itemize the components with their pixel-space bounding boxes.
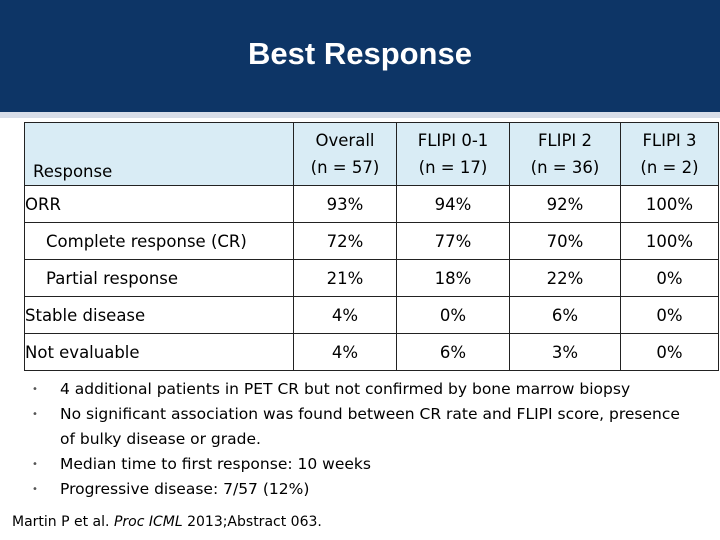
table-row: Not evaluable 4% 6% 3% 0% (24, 333, 719, 371)
header-flipi-0-1-line1: FLIPI 0-1 (417, 131, 489, 150)
table-cell: 0% (620, 333, 719, 371)
table-row: ORR 93% 94% 92% 100% (24, 185, 719, 223)
row-label-complete-response: Complete response (CR) (24, 222, 294, 260)
note-text: Median time to first response: 10 weeks (60, 455, 371, 473)
citation-journal: Proc ICML (113, 514, 183, 530)
table-cell: 6% (396, 333, 510, 371)
table-row: Complete response (CR) 72% 77% 70% 100% (24, 222, 719, 260)
note-text: 4 additional patients in PET CR but not … (60, 380, 631, 398)
header-flipi-3-line2: (n = 2) (640, 158, 699, 177)
row-label-not-evaluable: Not evaluable (24, 333, 294, 371)
header-cell-flipi-2: FLIPI 2 (n = 36) (509, 122, 621, 186)
header-flipi-0-1-line2: (n = 17) (418, 158, 488, 177)
list-item: • Median time to first response: 10 weeks (32, 452, 692, 477)
note-text: No significant association was found bet… (60, 405, 680, 448)
table-cell: 0% (396, 296, 510, 334)
title-banner: Best Response (0, 0, 720, 112)
note-text: Progressive disease: 7/57 (12%) (60, 480, 310, 498)
header-cell-response: Response (24, 122, 294, 186)
table-row: Partial response 21% 18% 22% 0% (24, 259, 719, 297)
bullet-icon: • (32, 484, 38, 495)
bullet-icon: • (32, 459, 38, 470)
table-cell: 0% (620, 296, 719, 334)
row-label-stable-disease: Stable disease (24, 296, 294, 334)
slide-title: Best Response (248, 36, 472, 71)
table-cell: 77% (396, 222, 510, 260)
list-item: • No significant association was found be… (32, 402, 692, 452)
table-cell: 100% (620, 222, 719, 260)
citation-authors: Martin P et al. (12, 514, 114, 530)
response-header-label: Response (33, 162, 113, 181)
table-row: Stable disease 4% 0% 6% 0% (24, 296, 719, 334)
list-item: • 4 additional patients in PET CR but not… (32, 377, 692, 402)
header-flipi-2-line2: (n = 36) (530, 158, 600, 177)
table-cell: 72% (293, 222, 397, 260)
notes-list: • 4 additional patients in PET CR but not… (32, 377, 692, 502)
table-cell: 4% (293, 296, 397, 334)
row-label-orr: ORR (24, 185, 294, 223)
header-cell-flipi-3: FLIPI 3 (n = 2) (620, 122, 719, 186)
header-flipi-3-line1: FLIPI 3 (642, 131, 697, 150)
table-cell: 18% (396, 259, 510, 297)
table-cell: 100% (620, 185, 719, 223)
table-cell: 94% (396, 185, 510, 223)
table-cell: 21% (293, 259, 397, 297)
table-cell: 0% (620, 259, 719, 297)
citation: Martin P et al. Proc ICML 2013;Abstract … (12, 514, 322, 530)
table-cell: 93% (293, 185, 397, 223)
table-cell: 22% (509, 259, 621, 297)
table-cell: 6% (509, 296, 621, 334)
bullet-icon: • (32, 409, 38, 420)
table-cell: 92% (509, 185, 621, 223)
header-overall-line1: Overall (315, 131, 375, 150)
divider-band (0, 112, 720, 118)
table-cell: 70% (509, 222, 621, 260)
header-cell-flipi-0-1: FLIPI 0-1 (n = 17) (396, 122, 510, 186)
header-overall-line2: (n = 57) (310, 158, 380, 177)
header-flipi-2-line1: FLIPI 2 (537, 131, 593, 150)
row-label-partial-response: Partial response (24, 259, 294, 297)
list-item: • Progressive disease: 7/57 (12%) (32, 477, 692, 502)
table-header-row: Response Overall (n = 57) FLIPI 0-1 (n = 1… (24, 122, 719, 186)
bullet-icon: • (32, 384, 38, 395)
response-table: Response Overall (n = 57) FLIPI 0-1 (n = 1… (24, 122, 719, 371)
header-cell-overall: Overall (n = 57) (293, 122, 397, 186)
table-cell: 4% (293, 333, 397, 371)
table-cell: 3% (509, 333, 621, 371)
citation-rest: 2013;Abstract 063. (182, 514, 322, 530)
